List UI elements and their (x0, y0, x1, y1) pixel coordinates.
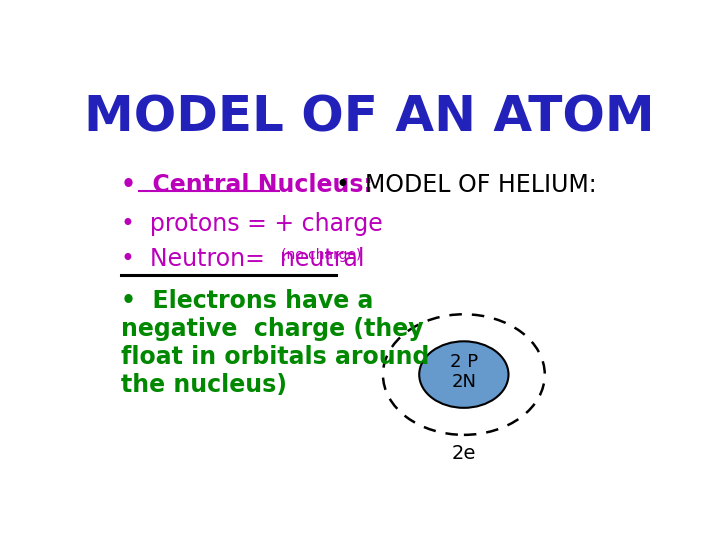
Text: •  Neutron=  neutral: • Neutron= neutral (121, 247, 372, 271)
Circle shape (419, 341, 508, 408)
Text: MODEL OF AN ATOM: MODEL OF AN ATOM (84, 94, 654, 142)
Text: •  Electrons have a
negative  charge (they
float in orbitals around
the nucleus): • Electrons have a negative charge (they… (121, 289, 429, 397)
Text: •  protons = + charge: • protons = + charge (121, 212, 382, 237)
Text: •  MODEL OF HELIUM:: • MODEL OF HELIUM: (336, 173, 596, 197)
Text: 2e: 2e (451, 444, 476, 463)
Text: •  Central Nucleus:: • Central Nucleus: (121, 173, 372, 197)
Text: (no charge): (no charge) (281, 248, 361, 262)
Text: 2 P
2N: 2 P 2N (450, 353, 478, 392)
